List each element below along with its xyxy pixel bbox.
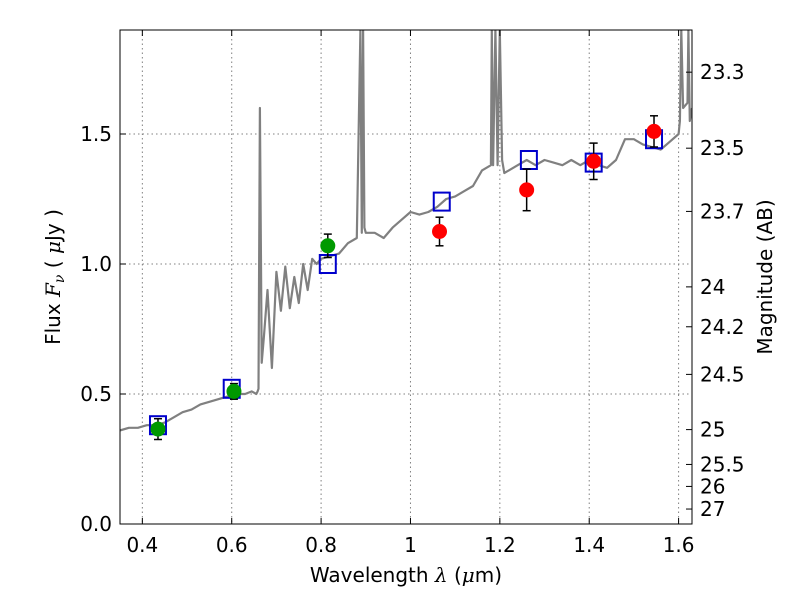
observed-point: [432, 224, 448, 239]
magnitude-tick-label: 24.2: [700, 315, 745, 339]
magnitude-tick-label: 27: [700, 497, 725, 521]
x-tick-label: 0.4: [126, 533, 158, 557]
model-square-marker: [432, 191, 451, 212]
observed-point: [519, 182, 535, 198]
plot-frame: [119, 29, 693, 525]
magnitude-tick-label: 25: [700, 418, 725, 442]
magnitude-tick-label: 23.5: [700, 136, 745, 160]
y-tick-label: 1.5: [80, 122, 112, 146]
magnitude-tick-label: 23.7: [700, 199, 745, 223]
x-tick-label: 0.6: [216, 533, 248, 557]
x-tick-label: 0.8: [305, 533, 337, 557]
x-tick-label: 1.6: [663, 533, 695, 557]
observed-point: [586, 153, 602, 169]
x-axis-label: Wavelength λ (μm): [310, 563, 502, 587]
y-tick-label: 0.0: [80, 512, 112, 536]
x-tick-label: 1.2: [484, 533, 516, 557]
observed-point: [646, 123, 662, 139]
y-tick-label: 1.0: [80, 252, 112, 276]
magnitude-tick-label: 23.3: [700, 60, 745, 84]
y-axis-label: Flux Fν ( μJy ): [41, 209, 68, 345]
plot-background: [120, 30, 692, 524]
magnitude-tick-label: 24.5: [700, 362, 745, 386]
right-axis-label: Magnitude (AB): [753, 199, 777, 354]
observed-point: [150, 421, 166, 437]
observed-point: [320, 238, 336, 254]
magnitude-tick-label: 25.5: [700, 452, 745, 476]
x-tick-label: 1: [404, 533, 417, 557]
observed-point: [226, 383, 242, 399]
magnitude-tick-label: 26: [700, 474, 725, 498]
x-tick-label: 1.4: [573, 533, 605, 557]
magnitude-tick-label: 24: [700, 275, 725, 299]
y-tick-label: 0.5: [80, 382, 112, 406]
axes: 0.4 0.6 0.8 1 1.2 1.4 1.6 0.0 0.5 1.0 1.5 23.3 23.5 2…: [80, 30, 745, 557]
series-layer: [120, 30, 692, 441]
spectrum-line: [120, 30, 692, 432]
